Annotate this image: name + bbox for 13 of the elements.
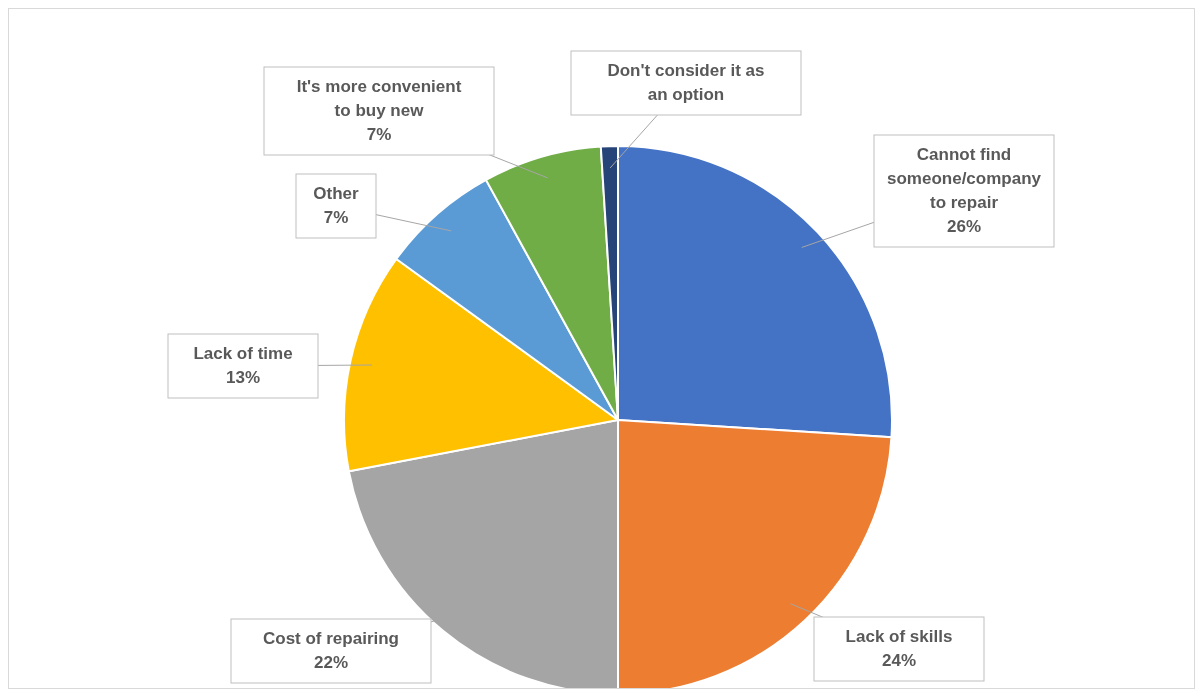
slice-label: Cost of repairing: [262, 629, 400, 648]
data-label: 26%: [946, 217, 982, 236]
data-label: 7%: [366, 125, 392, 144]
data-label: 13%: [225, 368, 261, 387]
data-label: 24%: [881, 651, 917, 670]
slice-label: Lack of time: [193, 344, 293, 363]
data-label: 22%: [313, 653, 349, 672]
slice-label: Lack of skills: [845, 627, 953, 646]
data-label: 7%: [323, 208, 349, 227]
slice-label: Other: [313, 184, 360, 203]
slice-label: Don't consider it as an option: [607, 61, 765, 104]
slice-label: Cannot find someone/company to repair: [887, 145, 1042, 212]
slice-label: It's more convenient to buy new: [296, 77, 462, 120]
